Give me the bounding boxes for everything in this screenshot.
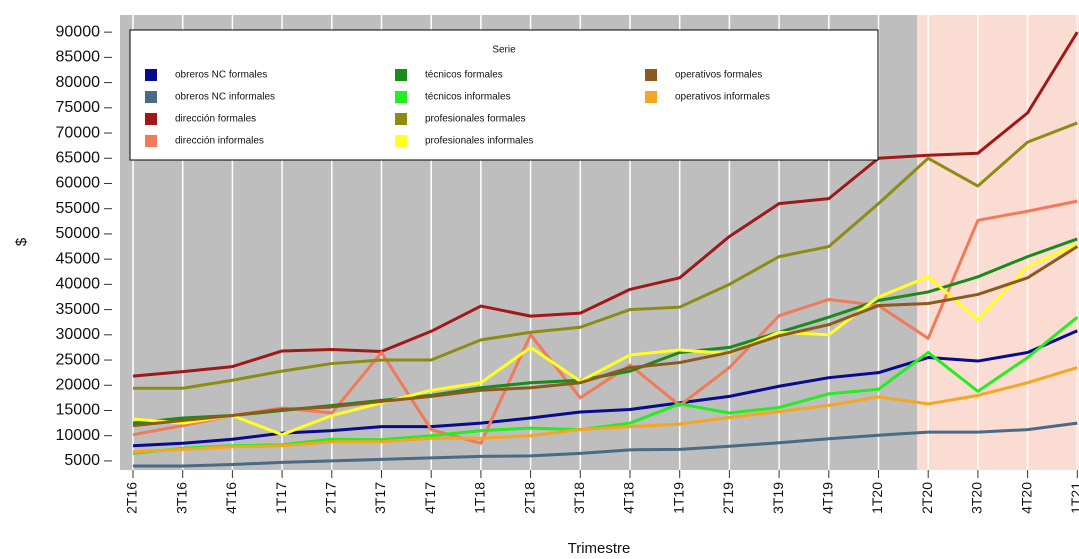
y-tick-label: 15000 [56, 402, 101, 419]
legend-swatch [395, 91, 407, 103]
legend-swatch [145, 113, 157, 125]
x-tick-label: 3T18 [571, 482, 587, 514]
y-tick-label: 30000 [56, 326, 101, 343]
legend-swatch [145, 135, 157, 147]
legend-box [129, 29, 879, 161]
x-tick-label: 2T17 [323, 482, 339, 514]
series-line [133, 421, 1078, 468]
legend-swatch [645, 91, 657, 103]
legend-swatch [395, 135, 407, 147]
x-tick-label: 2T18 [521, 482, 537, 514]
x-tick-label: 4T16 [223, 482, 239, 514]
x-tick-label: 3T19 [770, 482, 786, 514]
legend-label: dirección informales [175, 136, 264, 147]
series-line [133, 121, 1078, 390]
series-line [132, 31, 1079, 378]
x-tick-label: 3T16 [173, 482, 189, 514]
x-tick-label: 1T17 [273, 482, 289, 514]
y-tick-label: 75000 [56, 99, 101, 116]
y-tick-label: 35000 [56, 301, 101, 318]
legend-label: profesionales formales [425, 114, 526, 125]
legend-label: técnicos formales [425, 70, 503, 81]
x-tick-label: 4T19 [820, 482, 836, 514]
y-tick-label: 80000 [56, 74, 101, 91]
series-line [132, 366, 1078, 454]
y-tick-label: 90000 [56, 23, 101, 40]
y-tick-label: 5000 [64, 452, 100, 469]
y-axis-label: $ [13, 237, 30, 246]
legend-swatch [145, 91, 157, 103]
y-tick-label: 20000 [56, 376, 101, 393]
y-tick-label: 85000 [56, 49, 101, 66]
y-tick-label: 70000 [56, 124, 101, 141]
x-tick-label: 1T20 [869, 482, 885, 514]
x-tick-label: 4T18 [621, 482, 637, 514]
y-tick-label: 25000 [56, 351, 101, 368]
y-tick-label: 40000 [56, 276, 101, 293]
x-tick-label: 2T19 [720, 482, 736, 514]
x-tick-label: 1T19 [670, 482, 686, 514]
x-tick-label: 4T20 [1018, 482, 1034, 514]
legend-swatch [145, 69, 157, 81]
legend-label: técnicos informales [425, 92, 511, 103]
x-tick-label: 2T16 [124, 482, 140, 514]
x-tick-label: 1T21 [1068, 482, 1079, 514]
legend-label: operativos formales [675, 70, 762, 81]
y-tick-label: 45000 [56, 250, 101, 267]
y-tick-label: 55000 [56, 200, 101, 217]
legend-swatch [395, 69, 407, 81]
legend-label: obreros NC formales [175, 70, 267, 81]
y-tick-label: 10000 [56, 427, 101, 444]
series-line [132, 242, 1078, 437]
y-tick-label: 65000 [56, 149, 101, 166]
x-tick-label: 3T20 [969, 482, 985, 514]
shaded-region [917, 15, 1079, 470]
legend-label: profesionales informales [425, 136, 533, 147]
legend-swatch [645, 69, 657, 81]
x-tick-label: 1T18 [472, 482, 488, 514]
x-tick-label: 4T17 [422, 482, 438, 514]
x-tick-label: 3T17 [372, 482, 388, 514]
series-line [132, 245, 1079, 428]
y-tick-label: 50000 [56, 225, 101, 242]
legend-swatch [395, 113, 407, 125]
legend-label: dirección formales [175, 114, 256, 125]
legend-label: obreros NC informales [175, 92, 275, 103]
y-tick-label: 60000 [56, 175, 101, 192]
legend-label: operativos informales [675, 92, 770, 103]
legend-title: Serie [492, 45, 516, 56]
x-tick-label: 2T20 [919, 482, 935, 514]
x-axis-label: Trimestre [568, 540, 631, 557]
